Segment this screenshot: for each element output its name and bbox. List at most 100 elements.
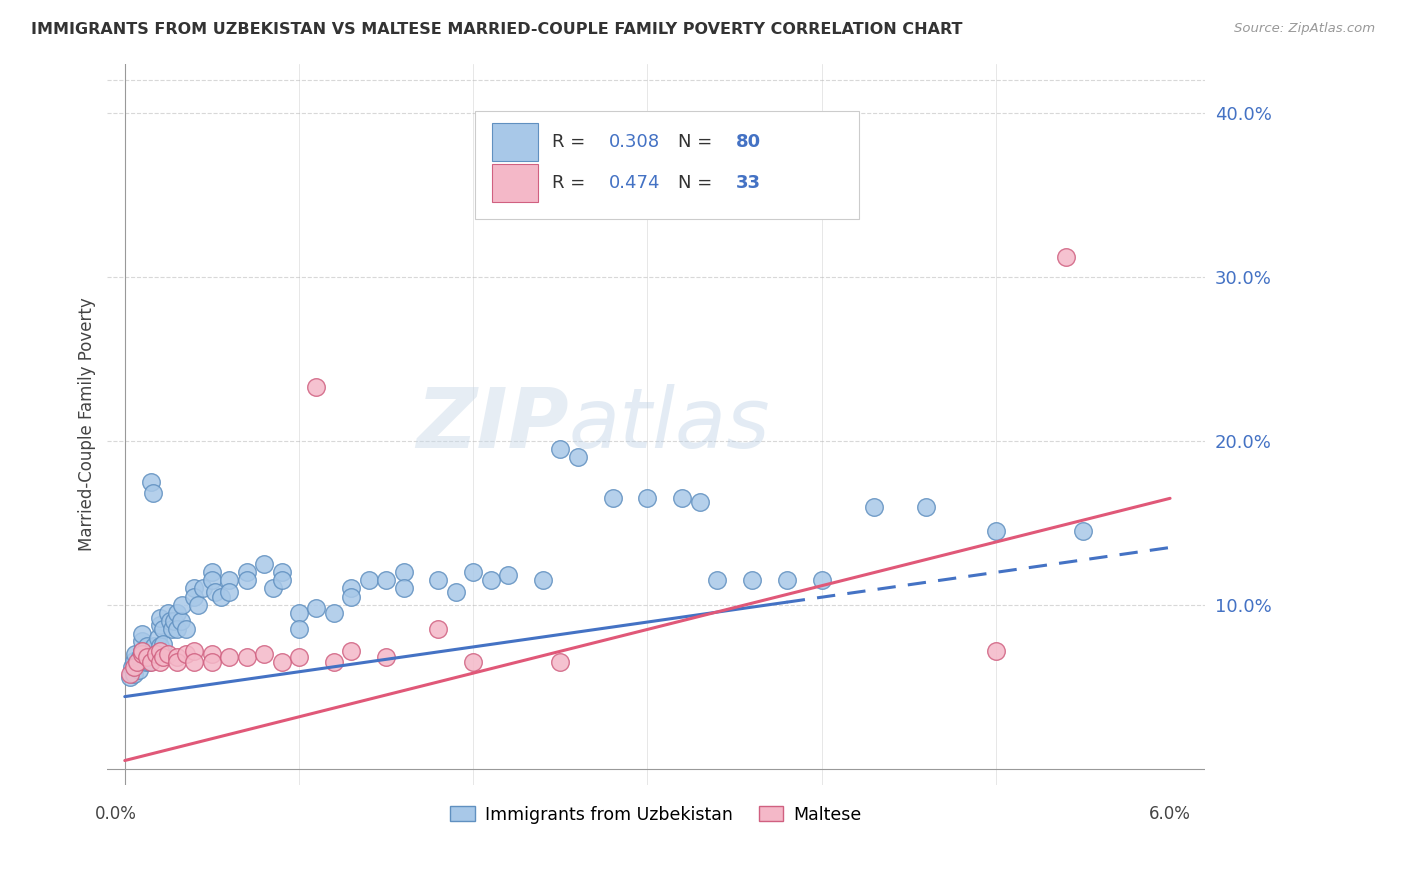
Point [131,633,153,648]
Point [124,647,146,661]
Point [305,601,328,615]
Point [463,565,485,579]
Point [129,650,152,665]
FancyBboxPatch shape [492,164,537,202]
Point [122,654,145,668]
Point [1054,251,1077,265]
Point [118,670,141,684]
Point [193,582,215,596]
Point [288,606,311,620]
Point [863,500,886,514]
Point [152,623,174,637]
Point [121,660,143,674]
Point [149,655,172,669]
Point [204,584,226,599]
Point [146,631,169,645]
Point [122,666,145,681]
Text: 0.0%: 0.0% [96,805,136,822]
Point [125,657,148,671]
Point [340,582,363,596]
Point [288,650,311,665]
Point [131,627,153,641]
Point [118,666,141,681]
Text: R =: R = [553,133,591,151]
Point [392,565,415,579]
Text: IMMIGRANTS FROM UZBEKISTAN VS MALTESE MARRIED-COUPLE FAMILY POVERTY CORRELATION : IMMIGRANTS FROM UZBEKISTAN VS MALTESE MA… [31,22,963,37]
Point [142,486,165,500]
Point [187,598,209,612]
Point [531,574,554,588]
Point [427,574,450,588]
Point [550,442,572,457]
Point [567,450,589,465]
Point [139,655,162,669]
Text: 0.474: 0.474 [609,174,661,192]
Point [209,590,232,604]
Point [984,644,1007,658]
Point [145,647,167,661]
Text: N =: N = [678,174,718,192]
Point [149,639,172,653]
Point [172,598,194,612]
Point [135,655,157,669]
Point [235,565,257,579]
FancyBboxPatch shape [475,111,859,219]
Text: N =: N = [678,133,718,151]
Point [288,623,311,637]
Point [157,647,180,661]
Point [270,574,292,588]
Point [122,660,145,674]
Point [174,647,197,661]
Point [183,655,205,669]
Point [253,647,276,661]
Point [136,647,159,661]
Legend: Immigrants from Uzbekistan, Maltese: Immigrants from Uzbekistan, Maltese [443,798,869,830]
Point [136,639,159,653]
Point [550,655,572,669]
Point [463,655,485,669]
Point [166,623,188,637]
Point [915,500,938,514]
Point [636,491,658,506]
Point [218,584,240,599]
Point [427,623,450,637]
Point [322,655,344,669]
Point [235,650,257,665]
Point [270,565,292,579]
Point [166,650,188,665]
Point [262,582,284,596]
Text: ZIP: ZIP [416,384,568,465]
Point [305,380,328,394]
Point [218,574,240,588]
Point [479,574,502,588]
Text: 0.308: 0.308 [609,133,659,151]
Point [444,584,467,599]
Point [183,582,205,596]
Point [152,650,174,665]
Point [131,644,153,658]
Point [1071,524,1094,538]
Point [162,614,184,628]
Point [706,574,728,588]
Point [253,557,276,571]
Point [375,650,398,665]
Point [169,614,191,628]
Text: Source: ZipAtlas.com: Source: ZipAtlas.com [1234,22,1375,36]
FancyBboxPatch shape [492,123,537,161]
Point [159,614,181,628]
Point [322,606,344,620]
Point [357,574,380,588]
Point [183,590,205,604]
Point [340,590,363,604]
Point [166,606,188,620]
Point [183,644,205,658]
Point [392,582,415,596]
Point [218,650,240,665]
Point [810,574,832,588]
Point [201,565,224,579]
Point [340,644,363,658]
Point [157,606,180,620]
Point [166,655,188,669]
Point [689,494,711,508]
Point [984,524,1007,538]
